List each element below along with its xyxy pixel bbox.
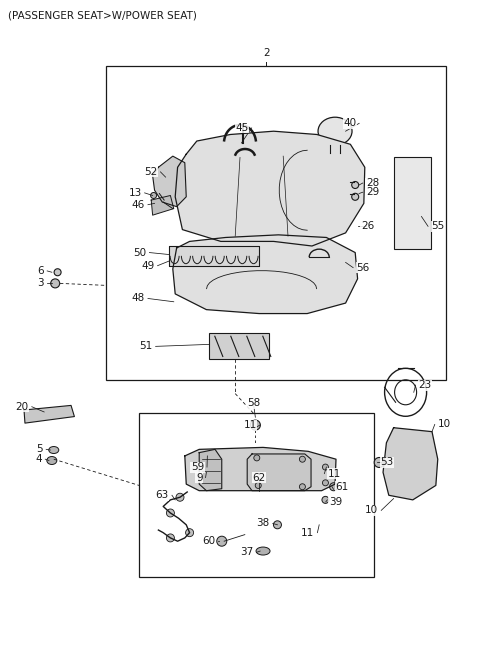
Text: 46: 46: [132, 199, 145, 210]
Bar: [139, 413, 374, 577]
Bar: [394, 157, 431, 249]
Text: 48: 48: [132, 293, 145, 304]
Text: 29: 29: [366, 187, 379, 197]
Text: 61: 61: [335, 482, 348, 492]
Text: 53: 53: [380, 457, 394, 468]
Text: 38: 38: [256, 518, 270, 529]
Text: 50: 50: [133, 247, 146, 258]
Circle shape: [217, 536, 227, 546]
Bar: [209, 333, 269, 359]
Circle shape: [323, 480, 328, 486]
Text: 6: 6: [37, 266, 44, 276]
Polygon shape: [199, 449, 222, 491]
Circle shape: [374, 457, 384, 468]
Circle shape: [300, 483, 305, 490]
Text: 49: 49: [141, 260, 155, 271]
Circle shape: [54, 269, 61, 276]
Ellipse shape: [256, 547, 270, 555]
Text: 60: 60: [202, 536, 215, 546]
Text: 2: 2: [263, 49, 270, 58]
Text: 40: 40: [343, 118, 356, 129]
Text: 5: 5: [36, 444, 43, 455]
Circle shape: [254, 455, 260, 461]
Circle shape: [176, 493, 184, 501]
Text: 62: 62: [252, 472, 266, 483]
Circle shape: [167, 534, 174, 542]
Text: 51: 51: [139, 341, 153, 352]
Text: 11: 11: [327, 468, 341, 479]
Ellipse shape: [49, 447, 59, 453]
Circle shape: [251, 420, 260, 430]
Circle shape: [323, 464, 328, 470]
Circle shape: [352, 194, 359, 200]
Text: 11: 11: [243, 420, 257, 430]
Circle shape: [274, 521, 281, 529]
Text: 59: 59: [191, 462, 204, 472]
Text: 52: 52: [144, 167, 157, 177]
Text: (PASSENGER SEAT>W/POWER SEAT): (PASSENGER SEAT>W/POWER SEAT): [8, 10, 197, 20]
Polygon shape: [383, 428, 438, 500]
Bar: [169, 246, 259, 266]
Text: 45: 45: [235, 123, 249, 133]
Circle shape: [51, 279, 60, 288]
Polygon shape: [247, 454, 311, 491]
Circle shape: [330, 483, 337, 491]
Text: 39: 39: [329, 497, 342, 507]
Text: 3: 3: [37, 278, 44, 289]
Ellipse shape: [47, 457, 57, 464]
Polygon shape: [175, 131, 365, 246]
Text: 13: 13: [128, 188, 142, 198]
Text: 9: 9: [196, 472, 203, 483]
Text: 20: 20: [16, 401, 29, 412]
Polygon shape: [185, 447, 336, 491]
Circle shape: [322, 497, 329, 503]
Text: 28: 28: [366, 178, 379, 188]
Circle shape: [300, 456, 305, 462]
Bar: [106, 66, 446, 380]
Text: 56: 56: [356, 262, 370, 273]
Text: 4: 4: [36, 454, 42, 464]
Text: 10: 10: [365, 505, 378, 516]
Ellipse shape: [318, 117, 352, 145]
Text: 55: 55: [431, 221, 444, 232]
Polygon shape: [24, 405, 74, 423]
Polygon shape: [151, 195, 174, 215]
Circle shape: [186, 529, 193, 537]
Circle shape: [167, 509, 174, 517]
Circle shape: [151, 192, 156, 199]
Text: 58: 58: [247, 398, 260, 409]
Text: 37: 37: [240, 547, 253, 558]
Polygon shape: [173, 235, 358, 314]
Text: 10: 10: [438, 419, 451, 430]
Circle shape: [255, 482, 261, 489]
Circle shape: [352, 182, 359, 188]
Text: 26: 26: [361, 221, 374, 232]
Text: 63: 63: [156, 490, 169, 501]
Text: 11: 11: [301, 527, 314, 538]
Text: 23: 23: [419, 380, 432, 390]
Polygon shape: [153, 156, 186, 207]
